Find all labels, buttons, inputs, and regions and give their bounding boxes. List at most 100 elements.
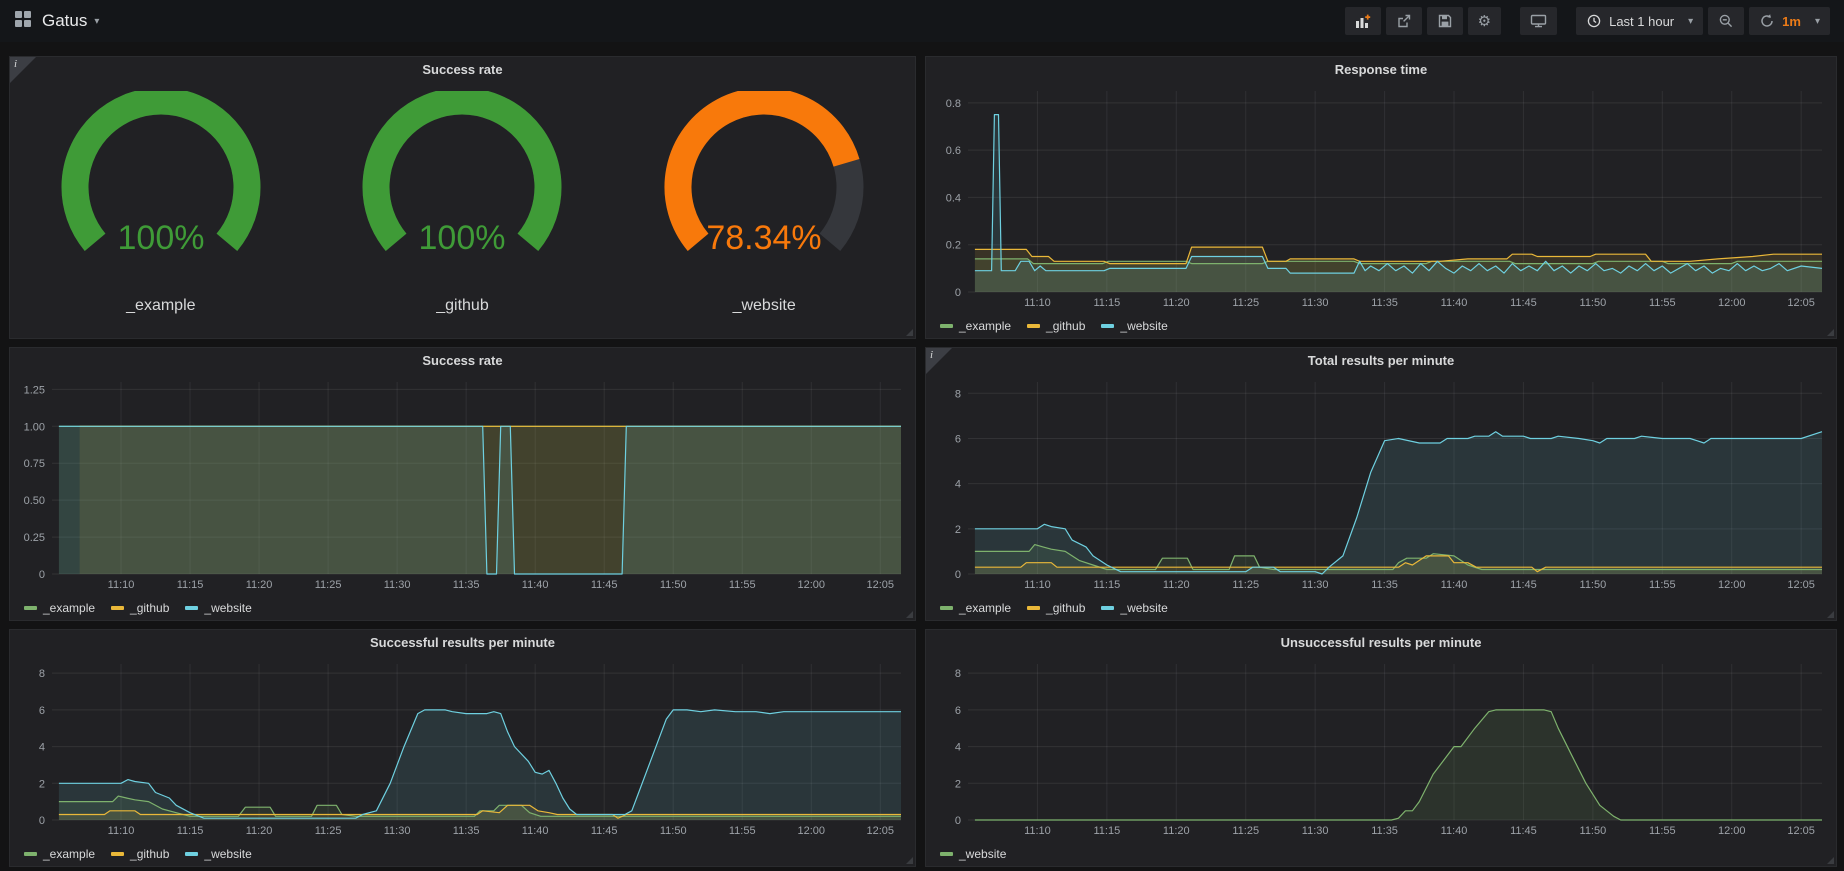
svg-text:11:50: 11:50 <box>660 579 687 591</box>
panel-title[interactable]: Total results per minute <box>926 348 1836 372</box>
svg-text:12:05: 12:05 <box>1787 297 1815 309</box>
refresh-picker[interactable]: 1m ▾ <box>1749 7 1830 35</box>
dashboard-settings-button[interactable]: ⚙ <box>1468 7 1501 35</box>
add-panel-button[interactable] <box>1345 7 1381 35</box>
svg-text:11:35: 11:35 <box>1371 297 1398 309</box>
unsuccessful-results-chart[interactable]: 11:1011:1511:2011:2511:3011:3511:4011:45… <box>930 654 1830 840</box>
panel-resize-handle[interactable] <box>906 611 913 618</box>
panel-unsuccessful-results: Unsuccessful results per minute 11:10 11:… <box>925 629 1837 867</box>
svg-text:11:45: 11:45 <box>591 825 618 837</box>
svg-text:0: 0 <box>955 815 961 827</box>
panel-title[interactable]: Response time <box>926 57 1836 81</box>
legend-item-_website[interactable]: _website <box>1101 601 1167 615</box>
svg-text:8: 8 <box>955 668 961 680</box>
svg-text:11:40: 11:40 <box>1441 579 1468 591</box>
legend-marker-icon <box>111 852 124 856</box>
svg-text:11:50: 11:50 <box>1580 297 1607 309</box>
panel-title[interactable]: Unsuccessful results per minute <box>926 630 1836 654</box>
time-range-picker[interactable]: Last 1 hour ▾ <box>1576 7 1703 35</box>
legend-marker-icon <box>1101 606 1114 610</box>
panel-resize-handle[interactable] <box>1827 329 1834 336</box>
svg-text:0.2: 0.2 <box>946 240 961 252</box>
svg-text:0: 0 <box>39 815 45 827</box>
zoom-out-button[interactable] <box>1708 7 1744 35</box>
svg-text:11:10: 11:10 <box>1024 825 1051 837</box>
panel-resize-handle[interactable] <box>1827 611 1834 618</box>
cycle-view-mode-button[interactable] <box>1520 7 1557 35</box>
panel-info-icon[interactable]: i <box>10 57 36 83</box>
legend-item-_example[interactable]: _example <box>24 847 95 861</box>
svg-text:11:35: 11:35 <box>453 825 480 837</box>
legend-item-_website[interactable]: _website <box>1101 319 1167 333</box>
add-panel-icon <box>1355 14 1371 29</box>
panel-title[interactable]: Successful results per minute <box>10 630 915 654</box>
panel-resize-handle[interactable] <box>1827 857 1834 864</box>
panel-total-results: i Total results per minute 11:1011:1511:… <box>925 347 1837 621</box>
svg-text:12:00: 12:00 <box>798 579 826 591</box>
svg-text:12:05: 12:05 <box>867 579 895 591</box>
legend-item-_website[interactable]: _website <box>185 601 251 615</box>
legend-item-_github[interactable]: _github <box>1027 601 1085 615</box>
svg-text:78.34%: 78.34% <box>706 219 821 257</box>
legend-marker-icon <box>24 606 37 610</box>
legend-label: _website <box>204 601 251 615</box>
legend-label: _github <box>1046 601 1085 615</box>
svg-text:11:10: 11:10 <box>1024 579 1051 591</box>
panel-title[interactable]: Success rate <box>10 57 915 81</box>
panel-info-icon[interactable]: i <box>926 348 952 374</box>
svg-text:11:15: 11:15 <box>1094 825 1121 837</box>
total-results-chart[interactable]: 11:1011:1511:2011:2511:3011:3511:4011:45… <box>930 372 1830 594</box>
dashboards-grid-icon[interactable] <box>14 10 32 33</box>
panel-title[interactable]: Success rate <box>10 348 915 372</box>
response-time-chart[interactable]: 11:1011:1511:2011:2511:3011:3511:4011:45… <box>930 81 1830 312</box>
legend-marker-icon <box>185 852 198 856</box>
panel-success-rate-over-time: Success rate 11:1011:1511:2011:2511:3011… <box>9 347 916 621</box>
legend-marker-icon <box>1027 606 1040 610</box>
success-rate-chart[interactable]: 11:1011:1511:2011:2511:3011:3511:4011:45… <box>14 372 909 594</box>
svg-text:0.4: 0.4 <box>946 192 961 204</box>
svg-text:0.75: 0.75 <box>24 458 45 470</box>
svg-text:11:55: 11:55 <box>1649 825 1676 837</box>
refresh-icon <box>1759 13 1775 29</box>
svg-text:11:45: 11:45 <box>1510 297 1537 309</box>
svg-text:0.6: 0.6 <box>946 145 961 157</box>
gauge-_github: 100%_github <box>337 91 587 315</box>
dashboard-title[interactable]: Gatus <box>42 11 87 31</box>
svg-text:0: 0 <box>955 287 961 299</box>
legend-marker-icon <box>24 852 37 856</box>
svg-text:4: 4 <box>39 742 45 754</box>
svg-text:11:45: 11:45 <box>591 579 618 591</box>
svg-text:11:45: 11:45 <box>1510 825 1537 837</box>
svg-text:11:50: 11:50 <box>1580 579 1607 591</box>
panel-resize-handle[interactable] <box>906 329 913 336</box>
legend-item-_github[interactable]: _github <box>1027 319 1085 333</box>
svg-text:4: 4 <box>955 742 961 754</box>
share-button[interactable] <box>1386 7 1422 35</box>
zoom-out-icon <box>1718 13 1734 29</box>
legend-item-_github[interactable]: _github <box>111 847 169 861</box>
svg-text:2: 2 <box>39 778 45 790</box>
legend-label: _website <box>204 847 251 861</box>
chart-legend: _example _github _website <box>24 601 252 615</box>
svg-text:11:15: 11:15 <box>177 579 204 591</box>
tv-mode-icon <box>1530 13 1547 29</box>
legend-item-_website[interactable]: _website <box>940 847 1006 861</box>
svg-text:11:20: 11:20 <box>1163 297 1190 309</box>
svg-text:12:05: 12:05 <box>867 825 895 837</box>
svg-text:12:00: 12:00 <box>1718 579 1746 591</box>
successful-results-chart[interactable]: 11:1011:1511:2011:2511:3011:3511:4011:45… <box>14 654 909 840</box>
legend-item-_website[interactable]: _website <box>185 847 251 861</box>
legend-item-_example[interactable]: _example <box>24 601 95 615</box>
svg-text:1.00: 1.00 <box>24 421 45 433</box>
panel-resize-handle[interactable] <box>906 857 913 864</box>
svg-text:11:55: 11:55 <box>729 825 756 837</box>
svg-text:11:55: 11:55 <box>1649 579 1676 591</box>
legend-item-_github[interactable]: _github <box>111 601 169 615</box>
svg-text:8: 8 <box>39 668 45 680</box>
legend-item-_example[interactable]: _example <box>940 601 1011 615</box>
svg-text:11:55: 11:55 <box>729 579 756 591</box>
svg-text:12:00: 12:00 <box>798 825 826 837</box>
save-button[interactable] <box>1427 7 1463 35</box>
legend-label: _example <box>959 601 1011 615</box>
legend-item-_example[interactable]: _example <box>940 319 1011 333</box>
